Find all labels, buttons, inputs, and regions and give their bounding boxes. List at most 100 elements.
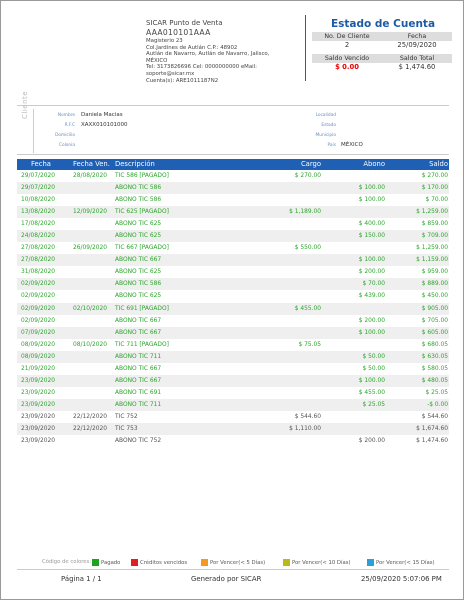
client-municipality-label: Municipio	[315, 133, 336, 138]
client-locality-label: Localidad	[315, 113, 336, 118]
cell-date: 23/09/2020	[21, 377, 55, 384]
cell-payment: $ 439.00	[358, 293, 385, 300]
cell-payment: $ 100.00	[358, 257, 385, 264]
legend-swatch	[92, 559, 99, 566]
cell-balance: $ 680.05	[421, 341, 448, 348]
cell-description: TIC 753	[115, 425, 138, 432]
client-address-label: Domicilio	[55, 133, 75, 138]
cell-description: ABONO TIC 711	[115, 401, 162, 408]
cell-balance: $ 480.05	[421, 377, 448, 384]
table-row: 23/09/2020 ABONO TIC 711 $ 25.05 -$ 0.00	[17, 398, 449, 411]
color-legend: Código de colores: Pagado Créditos venci…	[1, 557, 464, 569]
company-address-line: MÉXICO	[146, 57, 168, 64]
legend-title: Código de colores:	[42, 559, 92, 565]
header-payment: Abono	[363, 160, 385, 168]
cell-balance: $ 270.00	[421, 173, 448, 179]
cell-date: 08/09/2020	[21, 353, 55, 360]
cell-due-date: 08/10/2020	[73, 341, 107, 348]
cell-description: ABONO TIC 667	[115, 365, 162, 372]
cell-date: 31/08/2020	[21, 269, 55, 276]
cell-balance: $ 25.05	[425, 389, 448, 396]
client-name: Daniela Macias	[81, 112, 123, 118]
generated-by: Generado por SICAR	[191, 575, 262, 583]
cell-payment: $ 200.00	[358, 269, 385, 276]
cell-description: ABONO TIC 586	[115, 185, 162, 192]
table-row: 08/09/2020 08/10/2020 TIC 711 [PAGADO] $ 75…	[17, 339, 449, 351]
client-rfc-label: R.F.C	[64, 123, 75, 128]
client-name-label: Nombre	[57, 113, 75, 118]
header-description: Descripción	[115, 160, 155, 168]
cell-balance: -$ 0.00	[427, 401, 448, 408]
cell-date: 07/09/2020	[21, 329, 55, 336]
cell-date: 23/09/2020	[21, 401, 55, 408]
cell-balance: $ 70.00	[425, 197, 448, 204]
client-divider	[33, 109, 34, 153]
cell-balance: $ 709.00	[421, 233, 448, 240]
cell-balance: $ 450.00	[421, 293, 448, 300]
legend-item-due-5: Por Vencer(< 5 Días)	[201, 559, 265, 566]
footer-divider	[17, 569, 449, 570]
statement-date: 25/09/2020	[397, 41, 437, 49]
cell-description: ABONO TIC 691	[115, 389, 162, 396]
cell-description: ABONO TIC 752	[115, 438, 162, 445]
cell-description: TIC 625 [PAGADO]	[115, 209, 169, 216]
cell-balance: $ 859.00	[421, 221, 448, 228]
cell-balance: $ 959.00	[421, 269, 448, 276]
cell-description: TIC 691 [PAGADO]	[115, 305, 169, 312]
header-balance: Saldo	[429, 160, 448, 168]
table-row: 23/09/2020 22/12/2020 TIC 752 $ 544.60 $ 544…	[17, 411, 449, 423]
cell-due-date: 02/10/2020	[73, 305, 107, 312]
cell-description: TIC 667 [PAGADO]	[115, 245, 169, 252]
legend-item-overdue: Créditos vencidos	[131, 559, 187, 566]
cell-balance: $ 1,474.60	[416, 438, 448, 445]
company-address-line: Cuenta(s): ARE1011187N2	[146, 77, 219, 84]
cell-description: ABONO TIC 667	[115, 317, 162, 324]
cell-due-date: 28/08/2020	[73, 173, 107, 179]
cell-date: 02/09/2020	[21, 317, 55, 324]
cell-date: 13/08/2020	[21, 209, 55, 216]
cell-description: ABONO TIC 586	[115, 281, 162, 288]
cell-description: ABONO TIC 667	[115, 377, 162, 384]
cell-date: 27/08/2020	[21, 245, 55, 252]
header-date: Fecha	[31, 160, 51, 168]
cell-description: ABONO TIC 667	[115, 329, 162, 336]
transactions-header: Fecha Fecha Ven. Descripción Cargo Abono…	[17, 159, 449, 170]
header-divider	[17, 105, 449, 106]
table-row: 27/08/2020 ABONO TIC 667 $ 100.00 $ 1,159.0…	[17, 254, 449, 267]
total-balance-label: Saldo Total	[382, 54, 452, 63]
cell-description: TIC 752	[115, 413, 138, 420]
cell-charge: $ 75.05	[298, 341, 321, 348]
client-rfc: XAXX010101000	[81, 122, 128, 128]
cell-charge: $ 1,189.00	[289, 209, 321, 216]
cell-due-date: 12/09/2020	[73, 209, 107, 216]
cell-date: 24/08/2020	[21, 233, 55, 240]
cell-balance: $ 580.05	[421, 365, 448, 372]
table-row: 23/09/2020 22/12/2020 TIC 753 $ 1,110.00 $ 1…	[17, 422, 449, 436]
company-info: SICAR Punto de Venta AAA010101AAA Magist…	[146, 19, 296, 84]
legend-swatch	[367, 559, 374, 566]
cell-description: ABONO TIC 711	[115, 353, 162, 360]
cell-date: 23/09/2020	[21, 425, 55, 432]
cell-payment: $ 70.00	[362, 281, 385, 288]
cell-description: ABONO TIC 625	[115, 233, 162, 240]
cell-balance: $ 905.00	[421, 305, 448, 312]
cell-description: ABONO TIC 625	[115, 293, 162, 300]
cell-charge: $ 270.00	[294, 173, 321, 179]
company-address-line: Tel: 3173826696 Cel: 0000000000 eMail:	[146, 64, 257, 71]
company-address-line: soporte@sicar.mx	[146, 70, 195, 77]
table-row: 29/07/2020 28/08/2020 TIC 586 [PAGADO] $ 27…	[17, 170, 449, 182]
cell-date: 02/09/2020	[21, 305, 55, 312]
cell-payment: $ 100.00	[358, 377, 385, 384]
client-state-label: Estado	[321, 123, 336, 128]
legend-item-paid: Pagado	[92, 559, 120, 566]
cell-due-date: 22/12/2020	[73, 413, 107, 420]
cell-description: ABONO TIC 667	[115, 257, 162, 264]
cell-date: 23/09/2020	[21, 413, 55, 420]
client-number-label: No. De Cliente	[312, 32, 382, 41]
legend-item-due-10: Por Vencer(< 10 Días)	[283, 559, 351, 566]
cell-date: 23/09/2020	[21, 389, 55, 396]
transactions-table: 29/07/2020 28/08/2020 TIC 586 [PAGADO] $ 27…	[17, 170, 449, 447]
cell-payment: $ 400.00	[358, 221, 385, 228]
cell-balance: $ 889.00	[421, 281, 448, 288]
cell-balance: $ 170.00	[421, 185, 448, 192]
